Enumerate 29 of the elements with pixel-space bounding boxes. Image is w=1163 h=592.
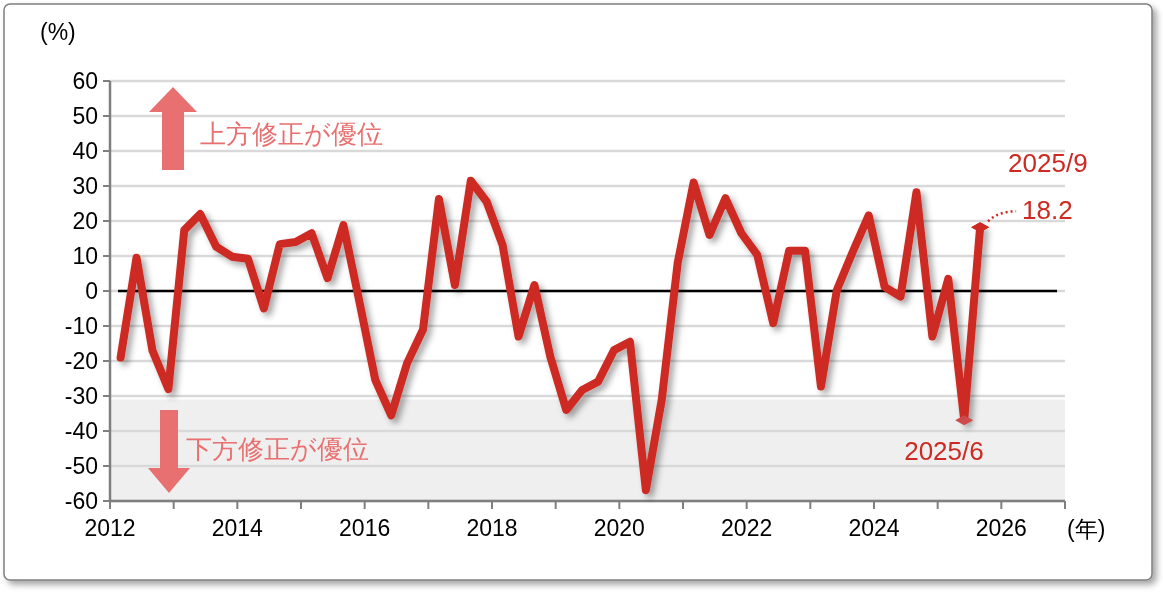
y-tick-label: -40 xyxy=(64,418,98,444)
x-tick-label: 2026 xyxy=(975,515,1027,541)
y-tick-label: -30 xyxy=(64,383,98,409)
y-tick-label: -20 xyxy=(64,348,98,374)
y-tick-label: 50 xyxy=(72,103,98,129)
y-tick-label: -60 xyxy=(64,488,98,514)
x-tick-label: 2014 xyxy=(211,515,264,541)
y-tick-label: 10 xyxy=(72,243,98,269)
x-tick-label: 2018 xyxy=(466,515,518,541)
y-tick-label: 0 xyxy=(85,278,98,304)
x-tick-label: 2022 xyxy=(721,515,773,541)
x-tick-label: 2016 xyxy=(339,515,391,541)
y-tick-label: -50 xyxy=(64,453,98,479)
y-axis-title: (%) xyxy=(40,19,76,45)
y-tick-label: 60 xyxy=(72,68,98,94)
x-axis-title: (年) xyxy=(1067,516,1106,542)
y-tick-label: 40 xyxy=(72,138,98,164)
x-tick-label: 2020 xyxy=(593,515,645,541)
x-tick-label: 2012 xyxy=(84,515,136,541)
y-tick-label: 20 xyxy=(72,208,98,234)
annotation: 2025/9 xyxy=(1008,148,1088,179)
y-tick-label: -10 xyxy=(64,313,98,339)
annotation: 2025/6 xyxy=(904,436,984,467)
annotation: 上方修正が優位 xyxy=(200,119,383,149)
y-tick-label: 30 xyxy=(72,173,98,199)
annotation: 下方修正が優位 xyxy=(186,434,369,464)
annotation: 18.2 xyxy=(971,195,1073,233)
annotation: 18.2 xyxy=(1022,195,1073,226)
x-tick-label: 2024 xyxy=(848,515,900,541)
